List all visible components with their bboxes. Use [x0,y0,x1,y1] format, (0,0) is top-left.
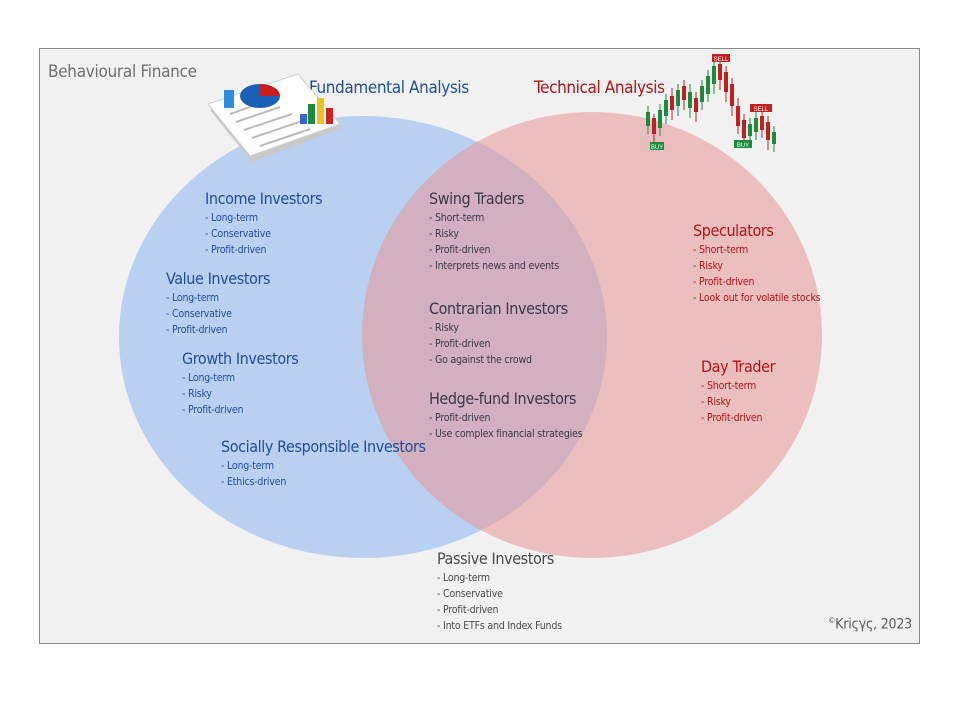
growth-item: - Risky [182,388,212,400]
social-item: - Long-term [221,460,274,472]
passive-item: - Into ETFs and Index Funds [437,620,562,632]
speculators-group: Speculators - Short-term - Risky - Profit-d… [693,221,821,306]
swing-item: - Interprets news and events [429,260,560,272]
speculators-item: - Profit-driven [693,276,755,288]
swing-item: - Short-term [429,212,485,224]
daytrader-item: - Profit-driven [701,412,763,424]
value-item: - Long-term [166,292,219,304]
report-chart-icon [207,73,342,162]
hedge-fund-investors-group: Hedge-fund Investors - Profit-driven - Use… [429,389,583,442]
passive-item: - Conservative [437,588,503,600]
sell-badge-2 [750,104,772,112]
growth-investors-group: Growth Investors - Long-term - Risky - Prof… [182,349,299,418]
speculators-item: - Risky [693,260,723,272]
income-item: - Conservative [205,228,271,240]
passive-title: Passive Investors [437,549,555,568]
day-trader-group: Day Trader - Short-term - Risky - Profit-dr… [701,357,775,426]
swing-item: - Risky [429,228,459,240]
technical-circle [362,112,822,558]
daytrader-title: Day Trader [701,357,776,376]
swing-title: Swing Traders [429,189,525,208]
sell-badge-2-text: SELL [754,107,769,113]
contrarian-title: Contrarian Investors [429,299,568,318]
social-item: - Ethics-driven [221,476,287,488]
buy-badge-text: BUY [737,143,749,149]
social-title: Socially Responsible Investors [221,437,426,456]
passive-item: - Long-term [437,572,490,584]
copyright-symbol: © [828,616,836,625]
income-item: - Profit-driven [205,244,267,256]
contrarian-item: - Go against the crowd [429,354,532,366]
candlestick-chart-icon: SELL SELL BUY BUY [646,54,776,152]
income-item: - Long-term [205,212,258,224]
value-investors-group: Value Investors - Long-term - Conservative… [166,269,270,338]
growth-item: - Profit-driven [182,404,244,416]
sell-badge-text: SELL [714,57,729,63]
contrarian-item: - Profit-driven [429,338,491,350]
hedge-item: - Use complex financial strategies [429,428,583,440]
buy-badge-2 [650,142,664,150]
page-title: Behavioural Finance [48,62,197,82]
socially-responsible-investors-group: Socially Responsible Investors - Long-ter… [221,437,426,490]
value-item: - Conservative [166,308,232,320]
income-investors-group: Income Investors - Long-term - Conservativ… [205,189,323,258]
speculators-item: - Short-term [693,244,749,256]
passive-item: - Profit-driven [437,604,499,616]
value-title: Value Investors [166,269,271,288]
daytrader-item: - Short-term [701,380,757,392]
copyright-notice: ©Kriςγς, 2023 [828,616,912,633]
copyright-author: Kriςγς [835,616,874,633]
contrarian-investors-group: Contrarian Investors - Risky - Profit-driv… [429,299,568,368]
speculators-title: Speculators [693,221,774,240]
growth-item: - Long-term [182,372,235,384]
sell-badge [712,54,730,62]
contrarian-item: - Risky [429,322,459,334]
growth-title: Growth Investors [182,349,299,368]
value-item: - Profit-driven [166,324,228,336]
passive-investors-group: Passive Investors - Long-term - Conservati… [437,549,562,634]
buy-badge [734,140,752,148]
swing-traders-group: Swing Traders - Short-term - Risky - Profit… [429,189,559,274]
hedge-title: Hedge-fund Investors [429,389,577,408]
fundamental-analysis-label: Fundamental Analysis [309,78,469,98]
copyright-year: , 2023 [873,616,912,633]
speculators-item: - Look out for volatile stocks [693,292,821,304]
income-title: Income Investors [205,189,323,208]
buy-badge-2-text: BUY [651,145,663,151]
technical-analysis-label: Technical Analysis [534,78,665,98]
hedge-item: - Profit-driven [429,412,491,424]
swing-item: - Profit-driven [429,244,491,256]
daytrader-item: - Risky [701,396,731,408]
